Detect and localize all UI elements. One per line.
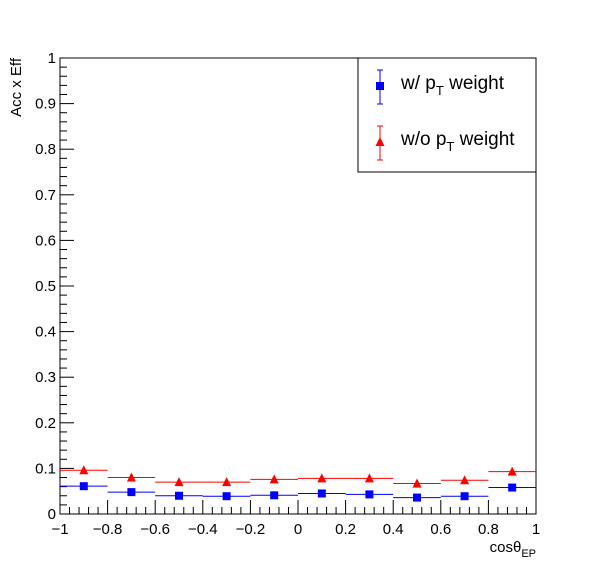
series-2 — [60, 465, 536, 487]
series-1 — [60, 482, 536, 501]
y-tick-label: 0.1 — [35, 460, 56, 477]
x-tick-label: 1 — [532, 521, 540, 538]
data-series — [60, 465, 536, 501]
data-point-square — [127, 488, 135, 496]
x-tick-label: 0.4 — [383, 521, 404, 538]
data-point-square — [508, 484, 516, 492]
x-axis-title: cosθEP — [490, 539, 536, 560]
y-tick-label: 0.8 — [35, 141, 56, 158]
data-point-square — [270, 491, 278, 499]
y-tick-label: 0.7 — [35, 187, 56, 204]
x-tick-label: −1 — [51, 521, 68, 538]
y-tick-label: 0.9 — [35, 96, 56, 113]
y-tick-label: 0 — [48, 506, 56, 523]
y-tick-label: 1 — [48, 50, 56, 67]
data-point-square — [365, 490, 373, 498]
data-point-square — [223, 492, 231, 500]
y-tick-label: 0.3 — [35, 369, 56, 386]
y-axis-title: Acc x Eff — [8, 57, 25, 117]
x-tick-label: 0.2 — [335, 521, 356, 538]
y-tick-label: 0.4 — [35, 324, 56, 341]
data-point-square — [413, 494, 421, 502]
data-point-square — [80, 482, 88, 490]
x-tick-label: 0.6 — [430, 521, 451, 538]
y-tick-label: 0.6 — [35, 232, 56, 249]
data-point-square — [175, 492, 183, 500]
data-point-square — [318, 489, 326, 497]
x-tick-label: −0.6 — [140, 521, 170, 538]
x-tick-label: −0.2 — [236, 521, 266, 538]
y-tick-label: 0.2 — [35, 415, 56, 432]
x-tick-label: −0.4 — [188, 521, 218, 538]
data-point-square — [461, 492, 469, 500]
x-tick-label: −0.8 — [93, 521, 123, 538]
x-tick-label: 0.8 — [478, 521, 499, 538]
legend-marker — [376, 82, 384, 90]
x-tick-label: 0 — [294, 521, 302, 538]
y-tick-label: 0.5 — [35, 278, 56, 295]
